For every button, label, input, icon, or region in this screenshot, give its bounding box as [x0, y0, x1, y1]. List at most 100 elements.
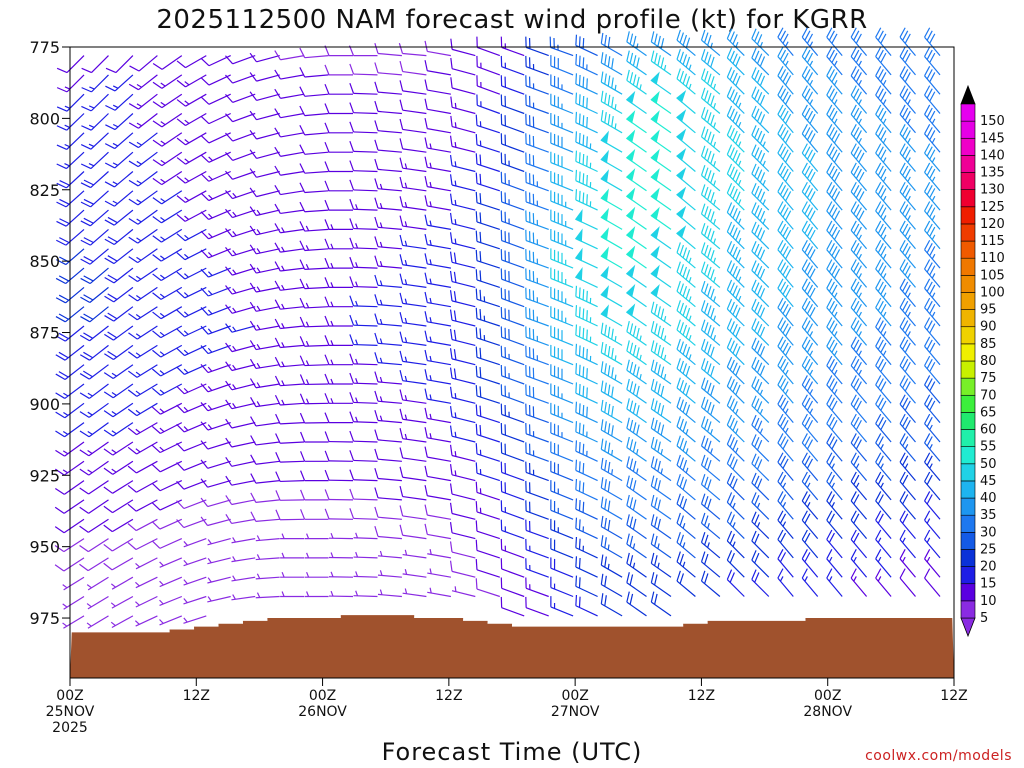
wind-barb: [152, 228, 183, 243]
wind-barb: [626, 456, 647, 482]
wind-barb: [676, 338, 696, 366]
wind-barb: [700, 68, 721, 95]
wind-barb: [751, 47, 770, 76]
wind-barb: [525, 326, 549, 346]
wind-barb: [183, 557, 207, 567]
wind-barb: [79, 557, 109, 572]
wind-barb: [826, 220, 843, 250]
wind-barb: [525, 384, 549, 404]
colorbar-label: 85: [980, 337, 997, 352]
wind-barb: [575, 305, 598, 327]
wind-barb: [324, 64, 353, 76]
wind-barb: [525, 152, 549, 173]
wind-barb: [353, 590, 378, 598]
wind-barb: [550, 499, 574, 520]
wind-barb: [135, 557, 158, 570]
wind-barb: [152, 306, 183, 320]
wind-barb: [924, 104, 941, 134]
wind-barb: [450, 96, 476, 115]
wind-barb: [801, 259, 819, 288]
wind-barb: [700, 145, 721, 172]
wind-barb: [151, 383, 183, 396]
wind-barb: [377, 550, 402, 559]
wind-barb: [300, 451, 329, 462]
wind-barb: [777, 259, 794, 288]
wind-barb: [826, 317, 843, 346]
wind-barb: [650, 494, 672, 520]
wind-barb: [626, 321, 647, 346]
wind-barb: [850, 27, 868, 56]
wind-barb: [899, 568, 916, 597]
wind-barb: [676, 532, 696, 559]
wind-barb: [525, 596, 549, 617]
wind-barb: [924, 297, 941, 327]
wind-barb: [600, 554, 623, 578]
speed-colorbar: 5 10 15 20 25 30 35 40 45 50 55 60 65 70 75 80 85 90 95 100…: [960, 84, 1005, 638]
wind-barb: [152, 344, 183, 358]
wind-barb: [899, 162, 916, 192]
wind-barb: [304, 591, 329, 598]
wind-barb: [801, 433, 819, 462]
colorbar-label: 105: [980, 268, 1005, 283]
wind-barb: [249, 320, 280, 331]
wind-barb: [81, 113, 109, 131]
wind-barb: [225, 437, 256, 448]
wind-barb: [374, 100, 402, 115]
wind-barb: [924, 239, 941, 269]
wind-barb: [751, 356, 770, 385]
y-axis: 775 800 825 850 875 900 925 950 975: [29, 38, 70, 628]
wind-barb: [176, 248, 207, 261]
wind-barb: [726, 182, 745, 211]
wind-barb: [525, 113, 549, 134]
wind-barb: [550, 557, 574, 578]
wind-barb: [152, 74, 183, 89]
wind-barb: [801, 297, 819, 327]
wind-barb: [924, 433, 941, 462]
wind-barb: [424, 388, 452, 404]
wind-barb: [850, 471, 868, 501]
wind-barb: [80, 190, 109, 208]
wind-barb: [924, 549, 941, 578]
wind-barb: [275, 490, 305, 501]
wind-barb: [500, 152, 525, 173]
wind-barb: [700, 87, 721, 114]
wind-barb: [899, 181, 916, 211]
wind-barb: [349, 198, 378, 211]
wind-barb: [550, 325, 574, 346]
wind-barb: [183, 576, 207, 586]
wind-barb: [875, 355, 892, 385]
wind-barb: [128, 364, 158, 378]
wind-barb: [274, 395, 305, 406]
wind-barb: [280, 591, 305, 598]
wind-barb: [402, 588, 427, 598]
wind-barb: [105, 55, 134, 74]
wind-barb: [826, 471, 843, 501]
wind-barb: [575, 285, 598, 308]
wind-barb: [801, 413, 819, 443]
x-tick-label: 27NOV: [551, 704, 600, 720]
colorbar-cell: [960, 446, 976, 465]
x-tick-label: 26NOV: [298, 704, 347, 720]
wind-barb: [374, 81, 402, 95]
wind-barb: [399, 428, 427, 443]
wind-barb: [176, 55, 207, 69]
wind-barb: [104, 306, 134, 322]
wind-barb: [200, 286, 231, 297]
wind-barb: [500, 94, 525, 115]
colorbar-label: 70: [980, 388, 997, 403]
wind-barb: [650, 417, 672, 443]
wind-barb: [104, 248, 134, 265]
wind-barb: [600, 457, 623, 482]
wind-barb: [274, 337, 305, 349]
wind-barb: [575, 478, 598, 501]
wind-barb: [924, 46, 941, 76]
wind-barb: [374, 429, 402, 443]
wind-barb: [475, 481, 500, 501]
wind-barb: [826, 529, 843, 559]
wind-barb: [575, 324, 598, 346]
wind-barb: [600, 52, 623, 76]
wind-barb: [500, 307, 525, 327]
wind-barb: [751, 182, 770, 211]
wind-barb: [55, 325, 85, 342]
wind-barb: [650, 572, 672, 597]
